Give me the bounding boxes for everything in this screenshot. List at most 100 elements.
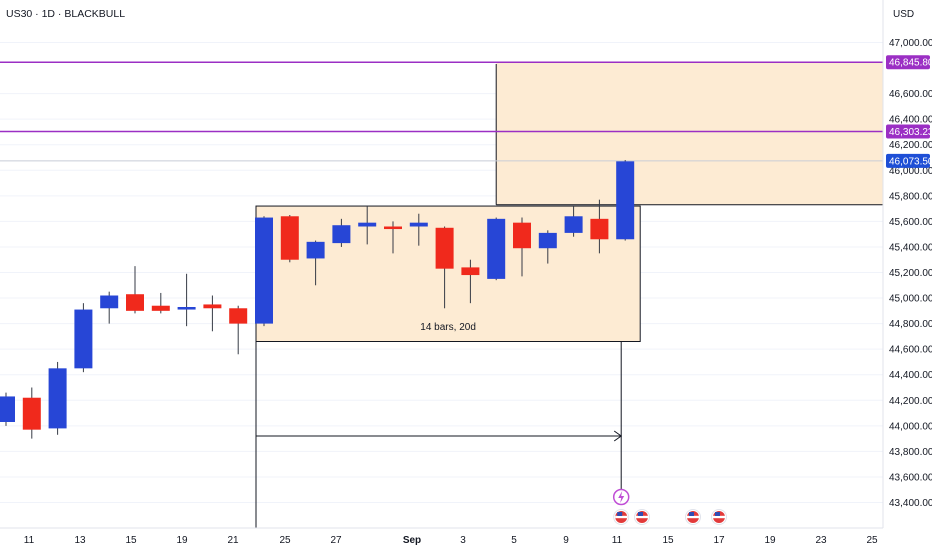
candle[interactable] [590, 199, 609, 254]
time-tick-label: 19 [176, 535, 188, 546]
candle[interactable] [487, 217, 506, 281]
candle-body[interactable] [332, 225, 351, 244]
us-event-flag-icon[interactable] [613, 509, 630, 525]
event-flag-canton [617, 512, 623, 516]
us-event-flag-icon[interactable] [634, 509, 650, 525]
time-scale[interactable]: 11 13 15 19 21 25 27 Sep 3 5 9 11 15 17 19 23 25 [24, 535, 878, 546]
candle-body[interactable] [74, 309, 93, 369]
candle[interactable] [616, 160, 635, 241]
event-flag-stripe [615, 515, 628, 519]
candle-body[interactable] [255, 217, 273, 324]
candle-body[interactable] [358, 222, 377, 227]
price-tick-label: 44,600.00 [889, 345, 932, 356]
candle[interactable] [126, 266, 144, 314]
candle-body[interactable] [229, 308, 248, 324]
candle[interactable] [306, 240, 325, 286]
level-price-tag[interactable]: 46,303.23 [886, 124, 932, 139]
time-tick-label: 3 [460, 535, 466, 546]
measure-arrow-head [613, 430, 623, 442]
candle-body[interactable] [48, 368, 67, 429]
price-tick-label: 44,000.00 [889, 421, 932, 432]
price-tick-label: 47,000.00 [889, 38, 932, 49]
candle[interactable] [513, 217, 531, 277]
candle-body[interactable] [306, 241, 325, 259]
measure-tool[interactable]: 14 bars, 20d [255, 322, 623, 528]
event-flag-canton [715, 512, 720, 516]
candle-body[interactable] [435, 227, 454, 269]
horizontal-levels[interactable] [0, 61, 883, 162]
candle[interactable] [384, 221, 402, 254]
candle[interactable] [461, 259, 480, 304]
price-tick-label: 45,400.00 [889, 242, 932, 253]
price-tick-label: 46,000.00 [889, 166, 932, 177]
us-event-flag-icon[interactable] [711, 509, 727, 525]
candlestick-series[interactable] [0, 160, 635, 439]
candle-body[interactable] [384, 226, 402, 230]
economic-events[interactable] [612, 488, 727, 525]
dividend-event-icon[interactable] [612, 488, 630, 506]
candle-body[interactable] [280, 216, 299, 260]
price-tick-label: 44,800.00 [889, 319, 932, 330]
candle-body[interactable] [177, 307, 196, 310]
target-zone[interactable] [496, 62, 883, 205]
candle-body[interactable] [0, 396, 15, 422]
price-tick-label: 45,800.00 [889, 191, 932, 202]
candle[interactable] [538, 230, 557, 264]
candle[interactable] [0, 392, 15, 426]
lightning-icon [618, 491, 625, 503]
time-tick-label: 19 [764, 535, 776, 546]
symbol-title[interactable]: US30 · 1D · BLACKBULL [6, 8, 125, 20]
event-flag-canton [689, 512, 694, 516]
price-tick-label: 44,400.00 [889, 370, 932, 381]
candle[interactable] [564, 206, 583, 237]
price-tick-label: 43,600.00 [889, 472, 932, 483]
currency-label[interactable]: USD [893, 9, 914, 20]
candle[interactable] [151, 292, 170, 314]
candle-body[interactable] [22, 397, 41, 430]
candle[interactable] [229, 305, 248, 355]
candle-body[interactable] [461, 267, 480, 276]
candle-body[interactable] [487, 218, 506, 279]
time-tick-label: 25 [279, 535, 291, 546]
candle[interactable] [203, 295, 222, 332]
time-tick-label: 11 [612, 535, 623, 546]
candle[interactable] [74, 303, 93, 373]
candle[interactable] [177, 273, 196, 327]
price-tick-label: 43,800.00 [889, 447, 932, 458]
candle[interactable] [48, 361, 67, 435]
candle[interactable] [255, 216, 273, 327]
candle-body[interactable] [203, 304, 222, 309]
candle-body[interactable] [151, 305, 170, 311]
current-price-tag[interactable]: 46,073.50 [886, 153, 932, 168]
price-tick-label: 46,400.00 [889, 115, 932, 126]
time-tick-label: 13 [74, 535, 86, 546]
candle-body[interactable] [100, 295, 119, 309]
candle[interactable] [409, 213, 428, 246]
candle-body[interactable] [564, 216, 583, 233]
candle[interactable] [280, 215, 299, 263]
event-flag-stripe [713, 515, 725, 519]
level-price-tag[interactable]: 46,845.80 [886, 55, 932, 70]
us-event-flag-icon[interactable] [685, 509, 701, 525]
price-tag-text: 46,073.50 [889, 156, 932, 167]
price-tag-bg [886, 55, 930, 70]
time-tick-label: 25 [866, 535, 878, 546]
candle[interactable] [22, 387, 41, 439]
candle-body[interactable] [616, 161, 635, 240]
candle[interactable] [332, 218, 351, 247]
candle[interactable] [100, 291, 119, 324]
drawing-layer[interactable] [255, 62, 883, 342]
price-tick-label: 46,200.00 [889, 140, 932, 151]
candle-body[interactable] [538, 232, 557, 249]
price-scale-bg [883, 0, 932, 550]
candle-body[interactable] [513, 222, 531, 249]
measure-label: 14 bars, 20d [420, 322, 476, 333]
price-scale[interactable]: 43,400.00 43,600.00 43,800.00 44,000.00 44,2… [886, 38, 932, 509]
candle-body[interactable] [590, 218, 609, 240]
candle-body[interactable] [126, 294, 144, 311]
price-tick-label: 46,600.00 [889, 89, 932, 100]
candle[interactable] [358, 206, 377, 245]
candle[interactable] [435, 226, 454, 309]
candle-body[interactable] [409, 222, 428, 227]
